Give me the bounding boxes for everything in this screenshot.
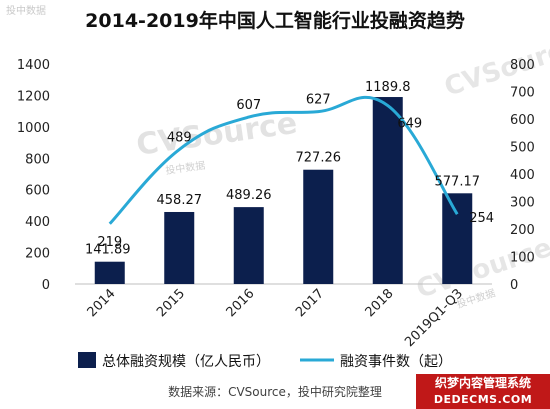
bar-data-label: 489.26 xyxy=(226,188,272,203)
y-right-tick-label: 400 xyxy=(510,168,535,183)
x-tick-label: 2018 xyxy=(363,286,397,320)
y-left-tick-label: 1200 xyxy=(17,89,50,104)
bar xyxy=(372,97,403,284)
y-left-tick-label: 800 xyxy=(25,152,50,167)
x-tick-label: 2017 xyxy=(293,286,327,320)
bar xyxy=(164,211,195,284)
x-tick-label: 2014 xyxy=(85,286,119,320)
chart-title: 2014-2019年中国人工智能行业投融资趋势 xyxy=(85,10,465,32)
bar xyxy=(94,261,125,284)
y-left-tick-label: 400 xyxy=(25,215,50,230)
line-data-label: 254 xyxy=(469,211,494,226)
y-right-tick-label: 300 xyxy=(510,196,535,211)
x-tick-label: 2016 xyxy=(224,286,258,320)
y-left-tick-label: 1000 xyxy=(17,121,50,136)
bar-data-label: 727.26 xyxy=(296,151,342,166)
legend-label: 融资事件数（起） xyxy=(340,354,452,370)
x-tick-label: 2015 xyxy=(154,286,188,320)
y-right-tick-label: 800 xyxy=(510,58,535,73)
bar-data-label: 1189.8 xyxy=(365,80,411,95)
line-data-label: 649 xyxy=(397,117,422,132)
y-left-tick-label: 200 xyxy=(25,247,50,262)
y-right-tick-label: 0 xyxy=(510,278,518,293)
line-data-label: 219 xyxy=(97,235,122,250)
y-right-tick-label: 600 xyxy=(510,113,535,128)
badge-line-2: DEDECMS.COM xyxy=(433,393,533,406)
watermark-logo: CVSource xyxy=(134,106,299,163)
y-left-tick-label: 600 xyxy=(25,184,50,199)
top-watermark: 投中数据 xyxy=(6,6,46,17)
bar-data-label: 577.17 xyxy=(435,174,481,189)
bar xyxy=(442,193,473,284)
bar-data-label: 141.89 xyxy=(85,243,131,258)
line-series xyxy=(108,95,459,225)
line-data-label: 627 xyxy=(306,93,331,108)
cms-badge[interactable]: 织梦内容管理系统 DEDECMS.COM xyxy=(416,374,550,409)
y-left-tick-label: 0 xyxy=(42,278,50,293)
bar xyxy=(233,207,264,284)
watermark-sub: 投中数据 xyxy=(165,159,206,177)
badge-line-1: 织梦内容管理系统 xyxy=(434,376,531,390)
bar xyxy=(303,169,334,284)
y-right-tick-label: 500 xyxy=(510,141,535,156)
data-source-note: 数据来源：CVSource，投中研究院整理 xyxy=(168,385,382,399)
line-data-label: 607 xyxy=(236,98,261,113)
legend-label: 总体融资规模（亿人民币） xyxy=(102,354,270,370)
bar-data-label: 458.27 xyxy=(157,193,203,208)
y-right-tick-label: 700 xyxy=(510,86,535,101)
line-data-label: 489 xyxy=(167,131,192,146)
y-left-tick-label: 1400 xyxy=(17,58,50,73)
y-right-tick-label: 100 xyxy=(510,251,535,266)
y-right-tick-label: 200 xyxy=(510,223,535,238)
legend-swatch-bar xyxy=(78,352,96,368)
